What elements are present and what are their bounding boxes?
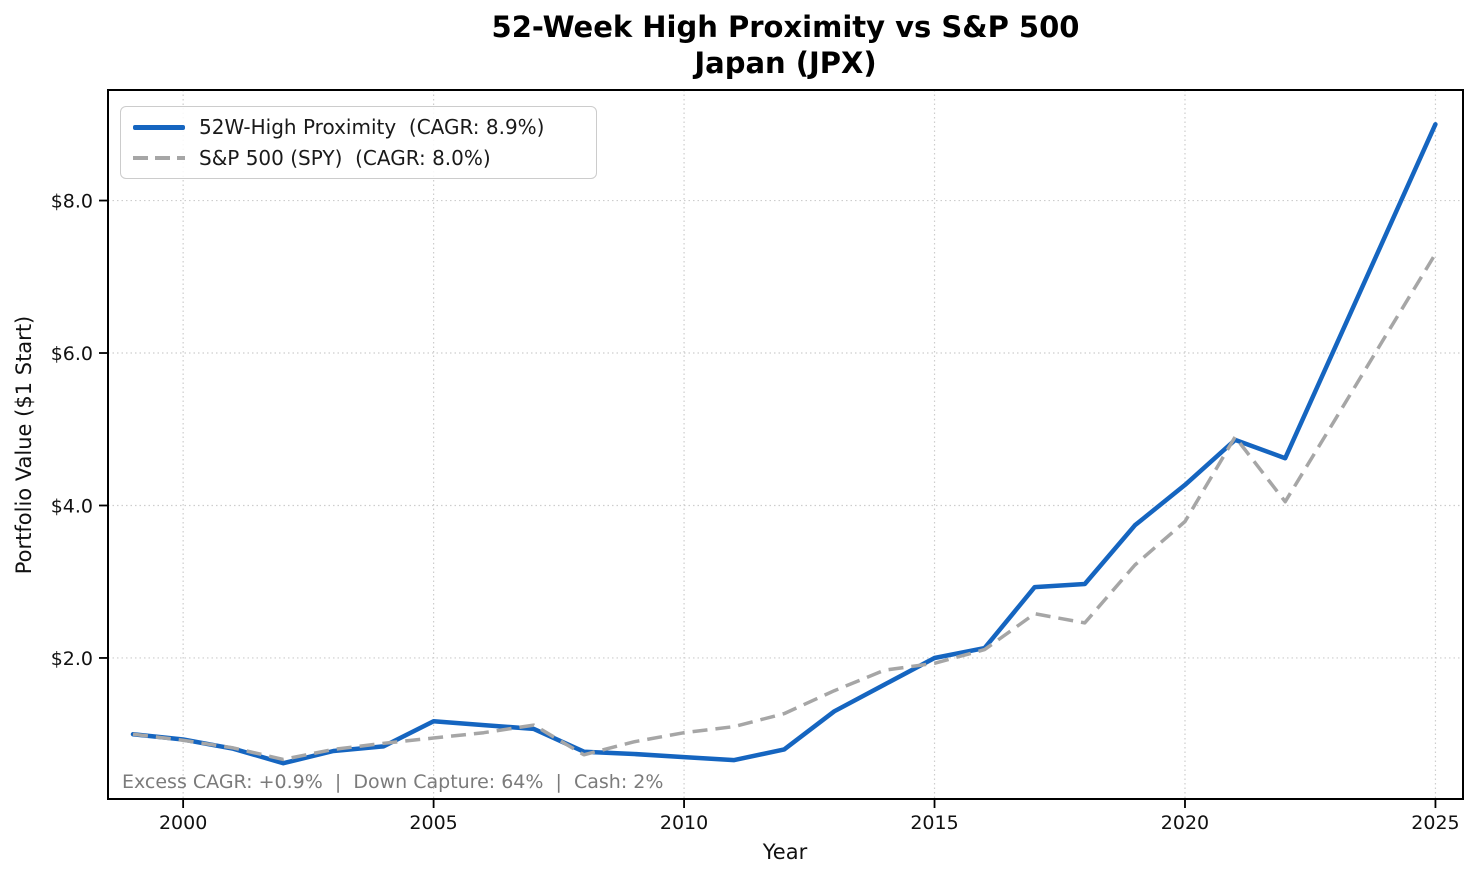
legend: 52W-High Proximity (CAGR: 8.9%) S&P 500 … [120, 106, 597, 179]
strategy-line-swatch [133, 124, 185, 130]
x-tick-label: 2020 [1161, 812, 1209, 834]
series-benchmark-line [132, 252, 1437, 762]
chart-title: 52-Week High Proximity vs S&P 500 [491, 10, 1080, 44]
benchmark-line-swatch [133, 155, 185, 160]
x-tick-label: 2025 [1411, 812, 1459, 834]
stats-annotation: Excess CAGR: +0.9% | Down Capture: 64% |… [122, 771, 664, 793]
series-strategy-line [130, 122, 1438, 766]
x-axis-label: Year [762, 840, 808, 864]
legend-entry-strategy: 52W-High Proximity (CAGR: 8.9%) [133, 115, 584, 139]
benchmark-legend-label: S&P 500 (SPY) (CAGR: 8.0%) [199, 145, 491, 170]
plot-frame [107, 89, 1464, 800]
x-tick-label: 2015 [910, 812, 958, 834]
y-axis-label: Portfolio Value ($1 Start) [12, 316, 36, 575]
x-tick-label: 2005 [409, 812, 457, 834]
y-tick-label: $4.0 [51, 495, 93, 517]
chart-subtitle: Japan (JPX) [694, 46, 877, 80]
x-tick-label: 2000 [159, 812, 207, 834]
legend-entry-benchmark: S&P 500 (SPY) (CAGR: 8.0%) [133, 146, 584, 170]
x-tick-label: 2010 [660, 812, 708, 834]
y-tick-label: $2.0 [51, 648, 93, 670]
strategy-legend-label: 52W-High Proximity (CAGR: 8.9%) [199, 115, 545, 140]
y-tick-label: $8.0 [51, 191, 93, 213]
y-tick-label: $6.0 [51, 343, 93, 365]
